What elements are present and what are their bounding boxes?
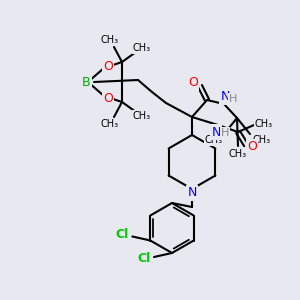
Text: O: O — [247, 140, 257, 154]
Text: H: H — [221, 128, 229, 138]
Text: Cl: Cl — [116, 228, 129, 241]
Text: CH₃: CH₃ — [101, 119, 119, 129]
Text: B: B — [82, 76, 90, 88]
Text: N: N — [211, 125, 221, 139]
Text: CH₃: CH₃ — [205, 135, 223, 145]
Text: O: O — [103, 92, 113, 104]
Text: Cl: Cl — [137, 253, 151, 266]
Text: O: O — [103, 59, 113, 73]
Text: CH₃: CH₃ — [229, 149, 247, 159]
Text: CH₃: CH₃ — [133, 111, 151, 121]
Text: CH₃: CH₃ — [253, 135, 271, 145]
Text: N: N — [220, 91, 230, 103]
Text: CH₃: CH₃ — [101, 35, 119, 45]
Text: H: H — [229, 94, 237, 104]
Text: O: O — [188, 76, 198, 89]
Text: N: N — [187, 187, 197, 200]
Text: CH₃: CH₃ — [133, 43, 151, 53]
Text: CH₃: CH₃ — [255, 119, 273, 129]
